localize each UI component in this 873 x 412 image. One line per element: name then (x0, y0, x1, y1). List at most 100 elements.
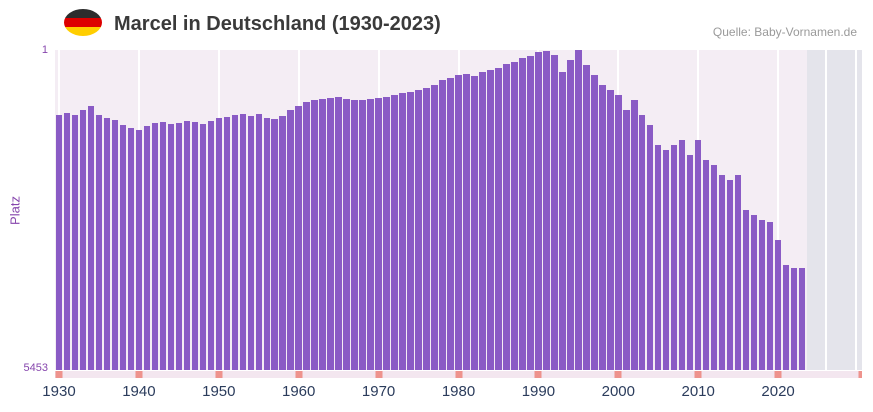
chart-bar[interactable] (231, 115, 238, 370)
chart-bar[interactable] (399, 92, 406, 370)
chart-bar[interactable] (215, 118, 223, 370)
chart-bar[interactable] (223, 116, 230, 370)
chart-bar[interactable] (511, 61, 518, 370)
chart-bar[interactable] (327, 98, 334, 370)
chart-bar[interactable] (343, 99, 350, 370)
chart-bar[interactable] (774, 240, 782, 370)
chart-bar[interactable] (559, 71, 566, 370)
chart-bar[interactable] (503, 64, 510, 370)
chart-bar[interactable] (295, 105, 302, 370)
chart-bar[interactable] (135, 129, 143, 370)
chart-bar[interactable] (407, 91, 414, 370)
chart-bar[interactable] (79, 110, 87, 370)
chart-bar[interactable] (567, 59, 574, 370)
chart-bar[interactable] (383, 96, 390, 370)
chart-bar[interactable] (758, 220, 766, 370)
chart-bar[interactable] (263, 118, 270, 370)
chart-bar[interactable] (191, 122, 199, 370)
chart-bar[interactable] (183, 120, 191, 370)
chart-bar[interactable] (319, 99, 326, 370)
chart-bar[interactable] (351, 100, 358, 370)
chart-bar[interactable] (575, 50, 582, 370)
chart-bar[interactable] (639, 115, 646, 370)
chart-bar[interactable] (591, 75, 598, 370)
chart-bar[interactable] (375, 98, 382, 370)
chart-bar[interactable] (782, 265, 790, 370)
chart-bar[interactable] (527, 55, 534, 370)
chart-bar[interactable] (710, 164, 718, 370)
chart-bar[interactable] (287, 109, 294, 370)
chart-bar[interactable] (447, 78, 454, 370)
chart-bar[interactable] (631, 100, 638, 370)
chart-bar[interactable] (271, 119, 278, 370)
chart-bar[interactable] (535, 52, 542, 370)
chart-bar[interactable] (71, 114, 79, 370)
chart-bar[interactable] (734, 174, 742, 370)
chart-bar[interactable] (615, 95, 622, 370)
chart-bar[interactable] (455, 75, 462, 370)
chart-bar[interactable] (247, 115, 254, 370)
chart-bar[interactable] (663, 149, 670, 370)
chart-bar[interactable] (255, 113, 262, 370)
chart-bar[interactable] (175, 122, 183, 370)
chart-bar[interactable] (151, 122, 159, 370)
chart-bar[interactable] (63, 112, 71, 370)
chart-bar[interactable] (207, 120, 215, 370)
chart-bar[interactable] (471, 75, 478, 370)
chart-bar[interactable] (702, 160, 710, 370)
chart-bar[interactable] (423, 88, 430, 370)
german-flag-icon (64, 9, 102, 36)
chart-bar[interactable] (95, 115, 103, 370)
chart-bar[interactable] (335, 96, 342, 370)
chart-bar[interactable] (742, 210, 750, 370)
y-axis-tick-bottom: 5453 (23, 362, 48, 374)
chart-bar[interactable] (159, 122, 167, 370)
chart-bar[interactable] (686, 155, 694, 370)
chart-bar[interactable] (718, 174, 726, 370)
chart-bar[interactable] (415, 89, 422, 370)
chart-bar[interactable] (439, 79, 446, 370)
chart-bar[interactable] (391, 95, 398, 370)
chart-bar[interactable] (495, 68, 502, 370)
source-attribution: Quelle: Baby-Vornamen.de (712, 25, 857, 39)
chart-bar[interactable] (678, 139, 686, 370)
chart-bar[interactable] (543, 50, 550, 370)
chart-bar[interactable] (55, 115, 63, 370)
plot-area (55, 50, 862, 370)
chart-bar[interactable] (303, 102, 310, 370)
chart-bar[interactable] (167, 124, 175, 370)
chart-bar[interactable] (790, 268, 798, 370)
chart-bar[interactable] (750, 214, 758, 370)
chart-bar[interactable] (583, 65, 590, 370)
chart-bar[interactable] (119, 125, 127, 370)
chart-bar[interactable] (766, 221, 774, 370)
chart-bar[interactable] (694, 139, 702, 370)
chart-bar[interactable] (487, 69, 494, 370)
chart-bar[interactable] (279, 116, 286, 370)
chart-bar[interactable] (239, 113, 246, 370)
x-axis-label: 1930 (42, 383, 76, 400)
chart-bar[interactable] (607, 89, 614, 370)
chart-bar[interactable] (463, 74, 470, 370)
chart-bar[interactable] (431, 85, 438, 370)
chart-bar[interactable] (551, 55, 558, 370)
chart-bar[interactable] (599, 85, 606, 370)
chart-bar[interactable] (623, 109, 630, 370)
chart-bar[interactable] (127, 128, 135, 370)
chart-bar[interactable] (311, 100, 318, 370)
chart-bar[interactable] (111, 120, 119, 370)
chart-bar[interactable] (87, 106, 95, 370)
chart-bar[interactable] (143, 126, 151, 370)
chart-bar[interactable] (103, 118, 111, 370)
chart-bar[interactable] (199, 124, 207, 370)
chart-bar[interactable] (367, 99, 374, 370)
chart-bar[interactable] (726, 180, 734, 370)
chart-bar[interactable] (479, 71, 486, 370)
chart-bar[interactable] (647, 125, 654, 370)
chart-bar[interactable] (519, 58, 526, 370)
chart-bar[interactable] (671, 145, 678, 370)
chart-bar[interactable] (359, 100, 366, 370)
chart-bar[interactable] (655, 145, 662, 370)
chart-bar[interactable] (798, 268, 806, 370)
